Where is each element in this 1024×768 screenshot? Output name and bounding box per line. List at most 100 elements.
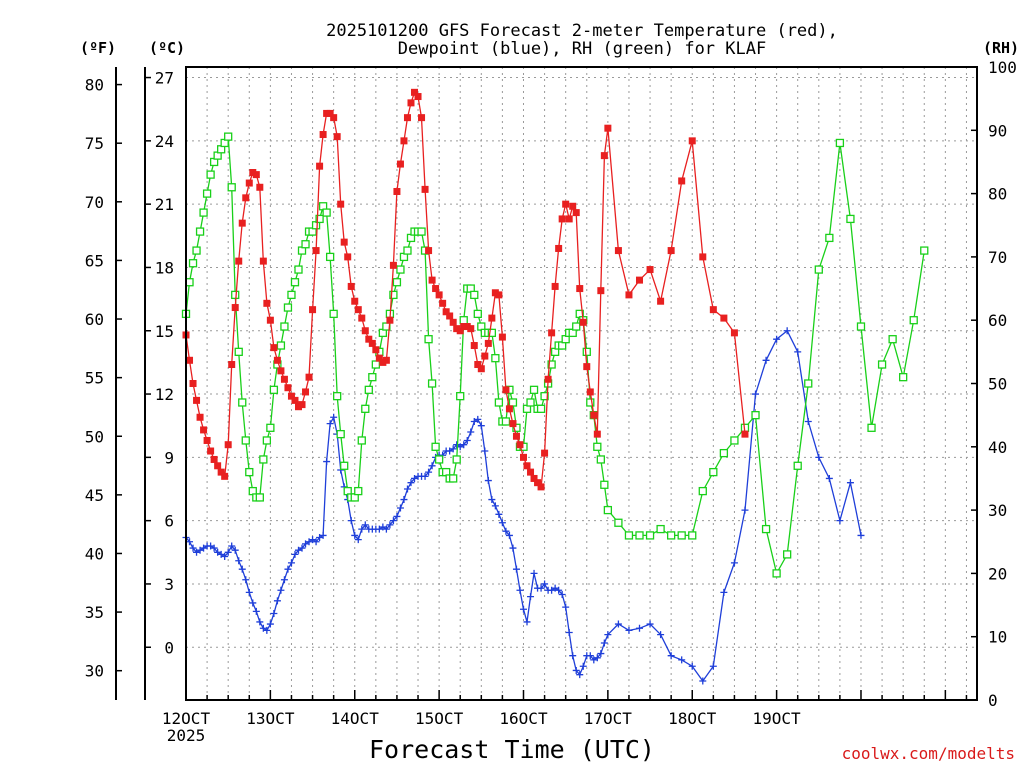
rh-point	[188, 259, 198, 268]
x-tick-label: 16OCT	[499, 709, 548, 728]
temperature-point	[361, 327, 369, 335]
temperature-point	[200, 426, 208, 434]
rh-point	[283, 303, 293, 312]
dewpoint-point	[467, 428, 475, 436]
temperature-point	[418, 114, 426, 122]
temperature-point	[558, 215, 566, 223]
rh-point	[909, 316, 918, 325]
x-year-label: 2025	[167, 726, 206, 745]
dewpoint-point	[481, 447, 489, 455]
rh-point	[624, 531, 634, 540]
temperature-point	[217, 468, 225, 476]
dewpoint-point	[825, 474, 833, 482]
rh-point	[572, 322, 581, 331]
rh-point	[666, 531, 676, 540]
fahrenheit-tick-label: 50	[85, 427, 104, 446]
temperature-point	[228, 361, 236, 369]
temperature-point	[203, 436, 211, 444]
dewpoint-point	[323, 458, 331, 466]
fahrenheit-tick-label: 75	[85, 134, 104, 153]
rh-point	[501, 417, 511, 426]
dewpoint-point	[189, 544, 197, 552]
rh-point	[424, 335, 433, 344]
dewpoint-point	[214, 548, 222, 556]
temperature-point	[460, 323, 468, 331]
rh-point	[470, 290, 479, 300]
dewpoint-point	[530, 569, 538, 577]
dewpoint-point	[846, 479, 854, 487]
dewpoint-point	[537, 584, 545, 592]
rh-point	[536, 404, 546, 413]
dewpoint-point	[193, 548, 201, 556]
dewpoint-point	[586, 652, 594, 660]
dewpoint-point	[242, 576, 250, 584]
temperature-point	[238, 219, 246, 227]
celsius-tick-label: 27	[155, 69, 174, 88]
rh-series	[181, 132, 929, 578]
dewpoint-point	[614, 620, 622, 628]
dewpoint-point	[600, 639, 608, 647]
temperature-point	[224, 441, 232, 449]
dewpoint-point	[555, 586, 563, 594]
rh-point	[456, 392, 465, 401]
rh-point	[224, 132, 233, 141]
dewpoint-point	[646, 620, 654, 628]
temperature-point	[189, 380, 197, 387]
temperature-point	[509, 420, 517, 428]
rh-point	[269, 385, 279, 394]
temperature-point	[699, 253, 707, 261]
dewpoint-point	[266, 620, 274, 628]
dewpoint-point	[730, 559, 738, 567]
fahrenheit-tick-label: 40	[85, 544, 104, 563]
dewpoint-point	[804, 417, 812, 425]
dewpoint-series	[182, 327, 865, 685]
dewpoint-point	[449, 445, 457, 453]
temperature-point	[562, 200, 570, 208]
temperature-point	[579, 318, 587, 326]
dewpoint-point	[287, 559, 295, 567]
temperature-point	[432, 285, 440, 293]
dewpoint-point	[762, 356, 770, 364]
dewpoint-point	[604, 631, 612, 639]
fahrenheit-tick-label: 60	[85, 310, 104, 329]
dewpoint-point	[484, 477, 492, 485]
dewpoint-point	[815, 453, 823, 461]
rh-point	[603, 505, 613, 515]
temperature-point	[323, 109, 331, 117]
rh-point	[835, 138, 845, 148]
temperature-point	[565, 215, 573, 223]
dewpoint-point	[312, 538, 320, 546]
rh-point	[491, 354, 500, 363]
chart-title-line-1: 2025101200 GFS Forecast 2-meter Temperat…	[326, 21, 838, 41]
temperature-point	[593, 430, 601, 438]
temperature-point	[544, 375, 552, 383]
dewpoint-point	[393, 512, 401, 520]
dewpoint-point	[316, 534, 324, 542]
temperature-point	[720, 314, 728, 322]
dewpoint-point	[562, 603, 570, 611]
rh-point	[547, 360, 556, 369]
temperature-point	[386, 316, 394, 324]
dewpoint-point	[259, 624, 267, 632]
fahrenheit-axis-label: (ºF)	[80, 39, 116, 57]
rh-point	[262, 436, 272, 445]
dewpoint-point	[421, 472, 429, 480]
rh-point	[512, 423, 521, 432]
rh-tick-label: 10	[988, 628, 1007, 647]
rh-point	[751, 410, 760, 420]
dewpoint-point	[428, 462, 436, 470]
dewpoint-point	[319, 531, 327, 539]
celsius-tick-label: 12	[155, 385, 174, 404]
temperature-point	[541, 449, 549, 457]
rh-point	[357, 436, 366, 445]
temperature-point	[242, 194, 250, 202]
dewpoint-point	[294, 546, 302, 554]
rh-tick-label: 100	[988, 58, 1017, 77]
celsius-tick-label: 24	[155, 132, 174, 151]
temperature-point	[439, 299, 447, 307]
dewpoint-point	[474, 415, 482, 423]
dewpoint-point	[411, 474, 419, 482]
rh-point	[783, 550, 792, 559]
rh-point	[333, 392, 342, 401]
rh-point	[508, 398, 518, 407]
